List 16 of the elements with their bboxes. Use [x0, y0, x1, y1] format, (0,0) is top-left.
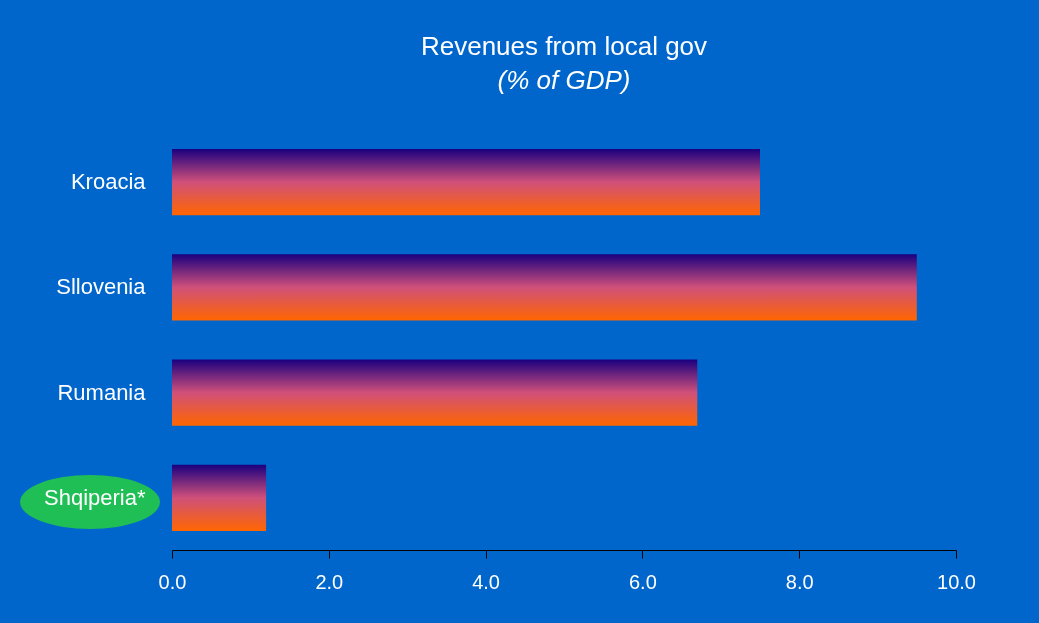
x-tick-label: 4.0 — [472, 570, 501, 593]
y-tick-label: Rumania — [57, 379, 147, 405]
chart-title: Revenues from local gov — [420, 31, 708, 61]
y-tick-label: Sllovenia — [56, 274, 147, 300]
x-tick-label: 2.0 — [315, 570, 344, 593]
chart-subtitle: (% of GDP) — [497, 65, 631, 95]
x-tick-label: 0.0 — [158, 570, 187, 593]
x-tick-label: 10.0 — [937, 570, 976, 593]
y-tick-label: Kroacia — [70, 169, 147, 195]
x-tick-label: 6.0 — [628, 570, 657, 593]
bar — [172, 359, 698, 426]
x-tick-label: 8.0 — [785, 570, 814, 593]
bar — [172, 148, 760, 216]
y-tick-label: Shqiperia* — [43, 484, 146, 510]
bar — [172, 254, 917, 321]
bar — [172, 464, 267, 532]
